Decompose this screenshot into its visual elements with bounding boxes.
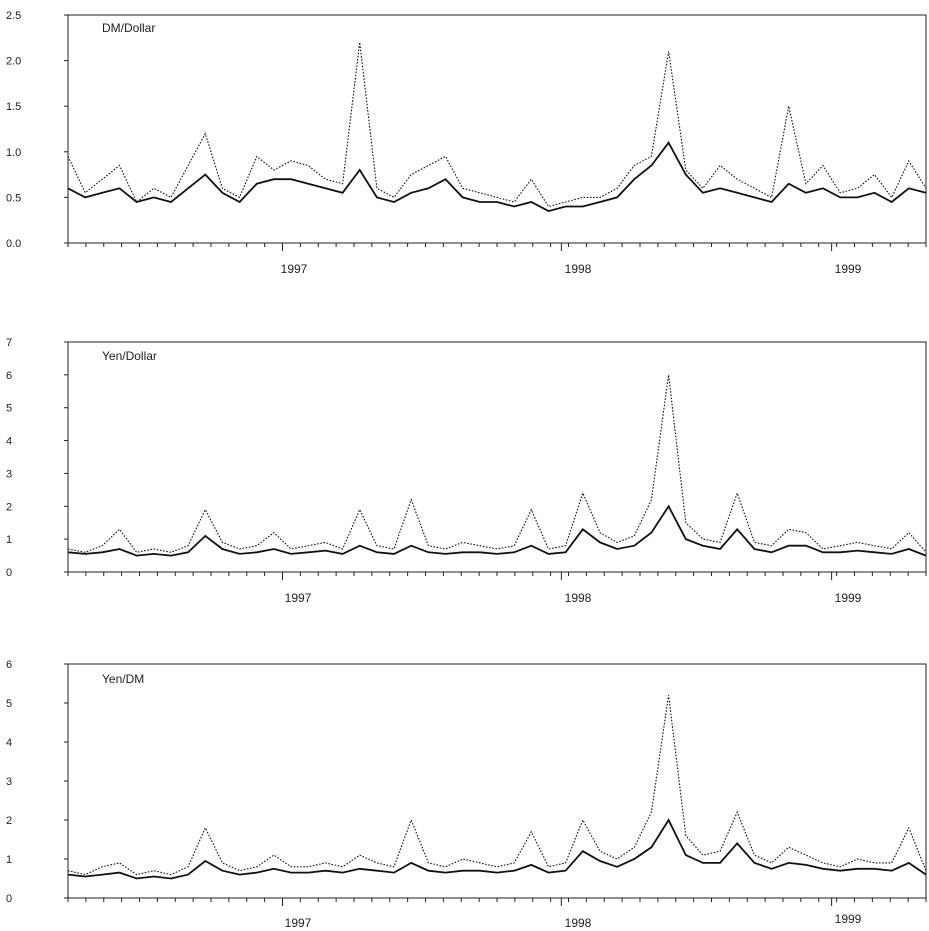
y-tick-label: 3 [6, 468, 12, 480]
y-tick-label: 1.5 [6, 101, 21, 113]
y-tick-label: 4 [6, 737, 12, 749]
x-tick-label: 1998 [565, 262, 592, 276]
series-line-dotted [67, 695, 927, 876]
y-tick-label: 0 [6, 567, 12, 579]
series-line-dotted [67, 374, 927, 553]
y-tick-label: 0.0 [6, 238, 21, 250]
plot-frame [67, 341, 927, 573]
panel-title: Yen/Dollar [102, 349, 157, 363]
x-tick-label: 1997 [281, 262, 308, 276]
y-tick-label: 2.5 [6, 10, 21, 22]
y-tick-label: 0.5 [6, 192, 21, 204]
y-tick-label: 4 [6, 436, 12, 448]
series-line-solid [67, 141, 927, 213]
chart-panel-1: 0.0 0.5 1.0 1.5 2.0 2.5 1997 1998 1999 DM/Dollar [6, 10, 927, 276]
x-tick-label: 1999 [835, 262, 862, 276]
y-tick-label: 6 [6, 659, 12, 671]
series-line-dotted [67, 42, 927, 208]
y-tick-label: 1 [6, 854, 12, 866]
y-tick-label: 3 [6, 776, 12, 788]
y-tick-label: 2 [6, 815, 12, 827]
y-tick-label: 0 [6, 893, 12, 905]
y-tick-label: 2.0 [6, 56, 21, 68]
plot-frame [67, 14, 927, 244]
y-tick-label: 1.0 [6, 147, 21, 159]
x-tick-label: 1997 [285, 916, 312, 930]
x-tick-label: 1997 [285, 591, 312, 605]
x-tick-label: 1998 [565, 591, 592, 605]
y-tick-label: 7 [6, 337, 12, 349]
plot-frame [67, 663, 927, 899]
series-line-solid [67, 818, 927, 880]
series-line-solid [67, 504, 927, 557]
y-tick-label: 1 [6, 534, 12, 546]
panel-title: Yen/DM [102, 672, 144, 686]
chart-panel-3: 0 1 2 3 4 5 6 1997 1998 1999 Yen/DM [6, 659, 927, 930]
x-tick-label: 1999 [835, 912, 862, 926]
x-tick-label: 1998 [565, 916, 592, 930]
panel-title: DM/Dollar [102, 21, 155, 35]
y-tick-label: 2 [6, 501, 12, 513]
y-tick-label: 5 [6, 403, 12, 415]
y-tick-label: 6 [6, 370, 12, 382]
chart-panel-2: 0 1 2 3 4 5 6 7 1997 1998 1999 Yen/Dollar [6, 337, 927, 605]
x-tick-label: 1999 [835, 591, 862, 605]
y-tick-label: 5 [6, 698, 12, 710]
